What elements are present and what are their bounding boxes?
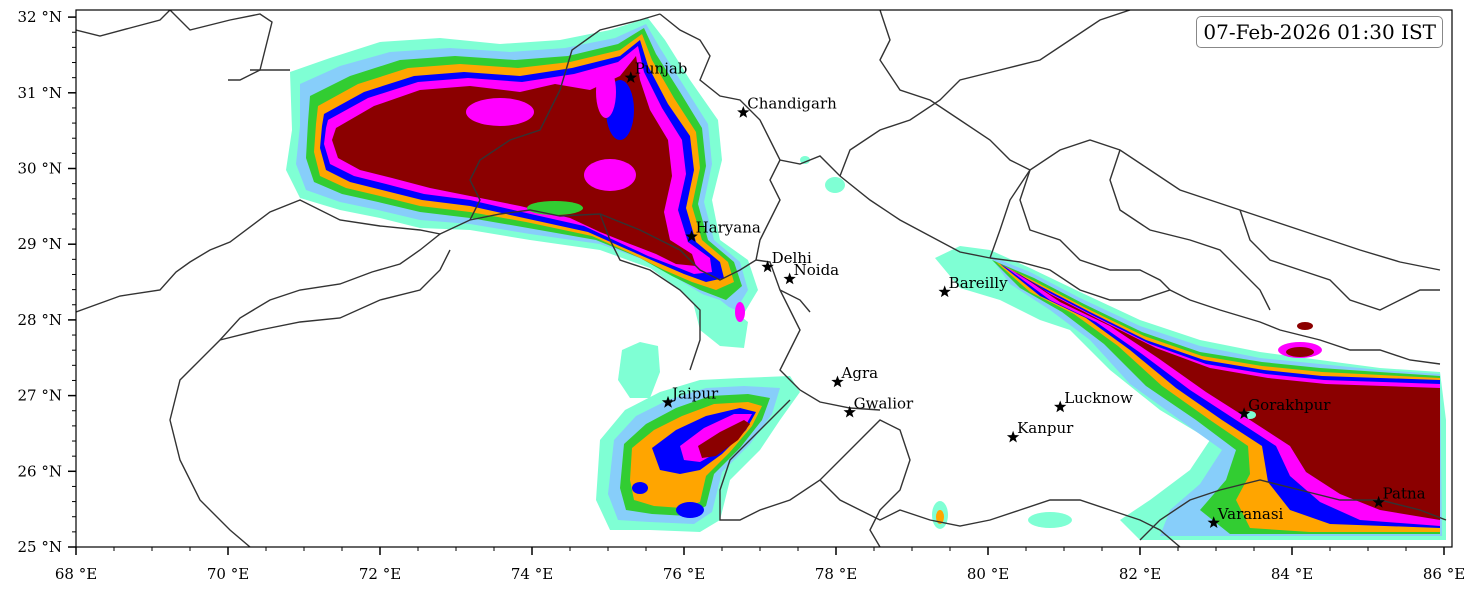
rain-patch-magenta (584, 159, 636, 191)
city-label: Delhi (772, 249, 812, 267)
city-star-marker (737, 106, 750, 118)
city-label: Agra (841, 364, 879, 382)
rain-patch-blue (632, 482, 648, 494)
x-tick-label: 82 °E (1119, 565, 1161, 583)
border-line (76, 199, 442, 547)
city-label: Lucknow (1064, 389, 1133, 407)
x-tick-label: 80 °E (967, 565, 1009, 583)
rain-patch-darkred (1286, 347, 1314, 357)
y-tick-label: 30 °N (18, 160, 62, 178)
border-line (439, 13, 661, 235)
x-tick-label: 84 °E (1271, 565, 1313, 583)
city-star-marker (831, 375, 844, 388)
city-star-marker (661, 395, 675, 408)
city-label: Kanpur (1017, 419, 1074, 437)
city-label: Punjab (635, 60, 688, 78)
x-tick-label: 86 °E (1423, 565, 1465, 583)
rain-patch-magenta (735, 302, 745, 322)
border-line (469, 209, 881, 411)
y-tick-label: 25 °N (18, 538, 62, 556)
city-label: Bareilly (949, 274, 1008, 292)
border-line (879, 10, 1031, 171)
rain-patch-magenta (466, 98, 534, 126)
border-line (1139, 479, 1447, 541)
city-label: Noida (794, 261, 840, 279)
precip-cluster-northwest (286, 18, 845, 348)
rain-patch-magenta (596, 66, 616, 118)
city-star-marker (1006, 430, 1020, 443)
city-label: Haryana (696, 219, 761, 237)
y-tick-label: 29 °N (18, 235, 62, 253)
rain-patch-darkred (1297, 322, 1313, 330)
border-line (169, 10, 273, 81)
city-star-marker (1237, 407, 1251, 419)
x-tick-label: 68 °E (55, 565, 97, 583)
x-tick-label: 70 °E (207, 565, 249, 583)
border-line (819, 479, 1181, 547)
rain-patch-orange (936, 510, 944, 524)
rain-patch-blue (676, 502, 704, 518)
border-line (1019, 169, 1171, 291)
x-tick-label: 78 °E (815, 565, 857, 583)
x-tick-label: 76 °E (663, 565, 705, 583)
city-label: Varanasi (1217, 505, 1284, 523)
rain-patch-aqua (1028, 512, 1072, 528)
rain-band-darkred (698, 420, 750, 458)
city-label: Patna (1383, 484, 1426, 502)
border-line (989, 139, 1441, 271)
city-star-marker (938, 285, 951, 298)
city-star-marker (624, 71, 637, 83)
x-tick-label: 74 °E (511, 565, 553, 583)
rain-patch-aqua (825, 177, 845, 193)
city-star-marker (761, 260, 774, 273)
border-line (76, 10, 171, 37)
admin-borders (76, 10, 1447, 547)
border-line (755, 159, 781, 261)
rain-patch-aqua (800, 156, 810, 164)
axis-ticks: 68 °E 70 °E 72 °E 74 °E 76 °E 78 °E 80 °E 82 °E… (18, 8, 1466, 583)
city-label: Gwalior (854, 394, 914, 412)
city-label: Jaipur (670, 384, 719, 402)
border-line (989, 257, 1441, 365)
city-label: Gorakhpur (1248, 396, 1331, 414)
border-line (1109, 149, 1271, 311)
x-tick-label: 72 °E (359, 565, 401, 583)
city-star-marker (1207, 516, 1220, 528)
timestamp-label: 07-Feb-2026 01:30 IST (1196, 16, 1443, 48)
y-tick-label: 32 °N (18, 8, 62, 26)
precip-cluster-rajasthan (596, 342, 800, 532)
precip-cluster-east (932, 246, 1446, 540)
city-star-marker (685, 230, 698, 242)
city-label: Chandigarh (747, 94, 837, 112)
rain-patch-green (527, 201, 583, 215)
border-line (599, 213, 701, 371)
border-line (779, 289, 811, 313)
y-tick-label: 31 °N (18, 84, 62, 102)
rain-tail-delhi (690, 290, 748, 348)
y-tick-label: 27 °N (18, 387, 62, 405)
border-line (659, 13, 991, 259)
city-star-marker (1054, 400, 1067, 413)
y-tick-label: 26 °N (18, 462, 62, 480)
rain-band-darkred (1010, 268, 1440, 520)
city-star-marker (783, 272, 796, 285)
border-line (839, 10, 1131, 177)
city-star-marker (843, 405, 856, 418)
border-line (219, 249, 451, 341)
y-tick-label: 28 °N (18, 311, 62, 329)
rain-band-aqua (618, 342, 660, 398)
border-line (1239, 209, 1440, 311)
city-star-marker (1372, 495, 1385, 508)
plot-frame (75, 9, 1453, 548)
